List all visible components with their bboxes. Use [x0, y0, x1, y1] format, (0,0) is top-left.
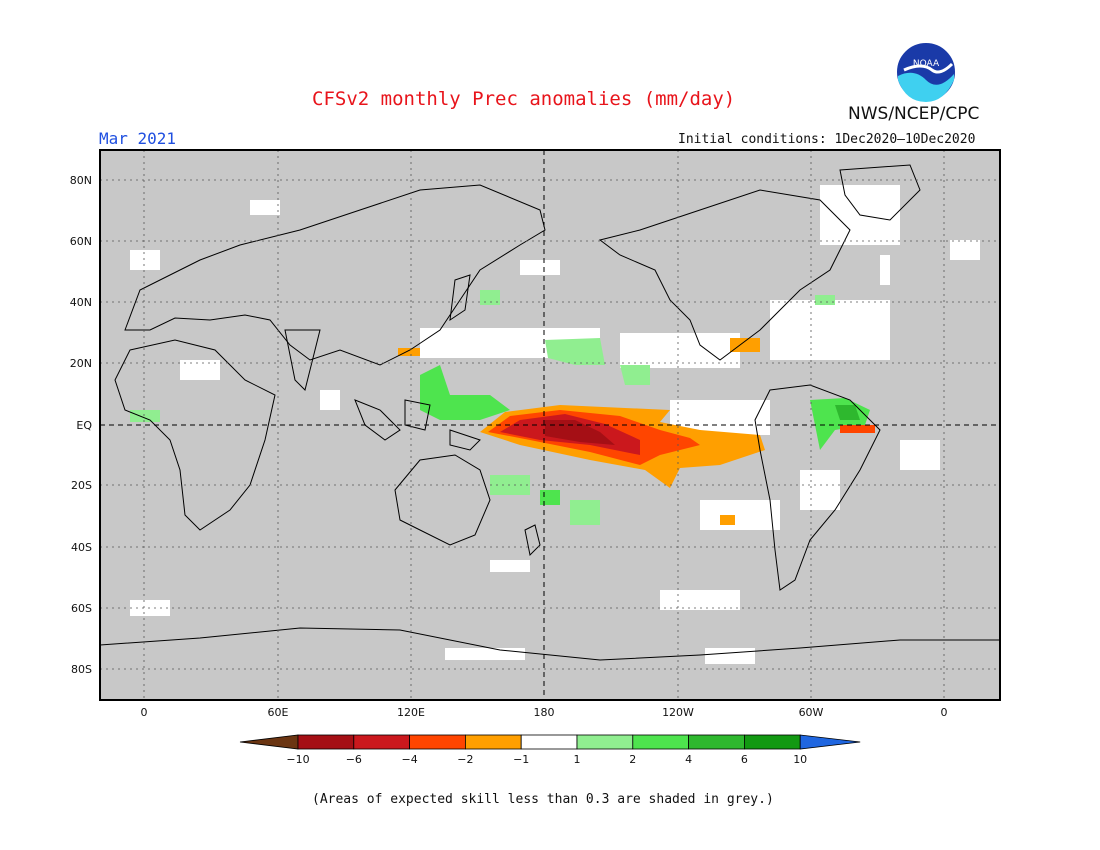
colorbar-tick-label: 6	[741, 753, 748, 766]
colorbar-tick-label: 1	[574, 753, 581, 766]
lon-axis: 0 60E 120E 180 120W 60W 0	[141, 706, 948, 719]
lon-label: 180	[534, 706, 555, 719]
dry-anomaly-regions	[398, 338, 875, 525]
lon-label: 0	[941, 706, 948, 719]
agency-label: NWS/NCEP/CPC	[848, 104, 980, 124]
forecast-month: Mar 2021	[99, 129, 177, 148]
colorbar-swatch	[520, 734, 578, 750]
wet-anomaly-regions	[130, 290, 870, 525]
initial-conditions: Initial conditions: 1Dec2020–10Dec2020	[678, 132, 976, 147]
colorbar-swatch	[464, 734, 522, 750]
lat-label: 60N	[70, 235, 92, 248]
colorbar-tick-label: −4	[401, 753, 417, 766]
colorbar-swatch	[688, 734, 745, 750]
noaa-logo: NOAA	[895, 41, 957, 103]
colorbar-tick-label: 2	[629, 753, 636, 766]
colorbar-arrow-right	[799, 734, 861, 750]
lat-label: 20N	[70, 357, 92, 370]
lon-label: 120E	[397, 706, 425, 719]
lat-label: EQ	[76, 419, 92, 432]
lat-label: 60S	[71, 602, 92, 615]
colorbar: −10 −6 −4 −2 −1 1 2 4 6 10	[239, 734, 861, 766]
noaa-logo-text: NOAA	[913, 59, 940, 69]
lat-axis: 80N 60N 40N 20N EQ 20S 40S 60S 80S	[70, 174, 93, 676]
colorbar-tick-label: 10	[793, 753, 807, 766]
lon-label: 120W	[662, 706, 694, 719]
colorbar-swatch	[409, 734, 466, 750]
lat-label: 40N	[70, 296, 92, 309]
lat-label: 20S	[71, 479, 92, 492]
coastlines	[99, 164, 1000, 661]
lat-label: 80S	[71, 663, 92, 676]
colorbar-swatch	[576, 734, 634, 750]
colorbar-tick-label: −6	[346, 753, 362, 766]
colorbar-swatch	[632, 734, 689, 750]
reference-lines	[100, 150, 1000, 700]
colorbar-swatch	[297, 734, 355, 750]
lon-label: 60W	[799, 706, 824, 719]
map-title: CFSv2 monthly Prec anomalies (mm/day)	[312, 88, 736, 110]
map-border	[99, 149, 1001, 701]
lat-label: 40S	[71, 541, 92, 554]
colorbar-tick-label: −2	[457, 753, 473, 766]
colorbar-tick-label: 4	[685, 753, 692, 766]
colorbar-tick-label: −1	[513, 753, 529, 766]
lon-label: 0	[141, 706, 148, 719]
colorbar-swatch	[353, 734, 410, 750]
colorbar-tick-label: −10	[286, 753, 309, 766]
lat-label: 80N	[70, 174, 92, 187]
colorbar-swatch	[744, 734, 801, 750]
colorbar-arrow-left	[239, 734, 299, 750]
footnote: (Areas of expected skill less than 0.3 a…	[312, 792, 774, 807]
graticule	[100, 150, 1000, 700]
lon-label: 60E	[268, 706, 289, 719]
